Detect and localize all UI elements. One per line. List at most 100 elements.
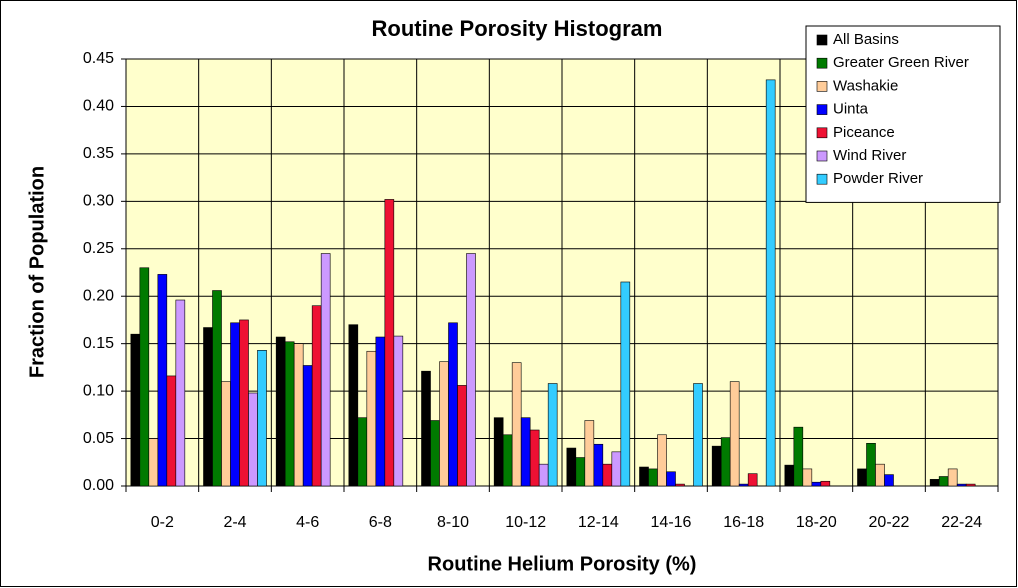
bar xyxy=(675,483,685,487)
bar xyxy=(857,468,867,487)
x-tick-label: 4-6 xyxy=(296,514,319,531)
y-tick-label: 0.25 xyxy=(83,240,114,257)
bar xyxy=(221,381,231,487)
bar xyxy=(357,417,368,487)
bar xyxy=(929,479,940,487)
legend-label: All Basins xyxy=(833,31,899,48)
legend-swatch xyxy=(816,173,828,185)
legend-label: Powder River xyxy=(833,170,923,187)
bar xyxy=(421,370,431,487)
bar xyxy=(648,468,658,487)
bar xyxy=(529,429,540,487)
legend-swatch xyxy=(816,57,828,69)
legend-label: Wind River xyxy=(833,147,906,164)
y-tick-label: 0.00 xyxy=(83,477,114,494)
plot-border xyxy=(125,58,999,487)
bar xyxy=(956,483,967,487)
bar xyxy=(947,468,958,487)
legend-label: Greater Green River xyxy=(833,54,969,71)
bar xyxy=(875,463,885,487)
bar xyxy=(366,350,377,487)
bar xyxy=(511,362,522,487)
y-tick-label: 0.35 xyxy=(83,145,114,162)
x-tick-label: 6-8 xyxy=(369,514,392,531)
bar xyxy=(239,319,249,487)
bar xyxy=(802,468,813,487)
bar xyxy=(611,451,622,487)
bar xyxy=(711,445,722,487)
x-tick-label: 22-24 xyxy=(941,514,982,531)
x-tick-label: 2-4 xyxy=(223,514,246,531)
y-tick-label: 0.20 xyxy=(83,287,114,304)
bar xyxy=(793,426,804,487)
bar xyxy=(248,392,258,487)
bar xyxy=(212,290,222,487)
bar xyxy=(448,322,458,487)
legend-label: Washakie xyxy=(833,77,898,94)
bar xyxy=(320,253,331,487)
bar xyxy=(538,463,549,487)
bar xyxy=(302,365,313,487)
bar xyxy=(457,385,467,487)
bar xyxy=(311,305,322,487)
bar xyxy=(784,464,795,487)
bar xyxy=(348,324,359,487)
bar xyxy=(693,383,703,487)
y-tick-label: 0.15 xyxy=(83,335,114,352)
bar xyxy=(729,381,740,487)
bar xyxy=(547,383,558,487)
x-tick-label: 8-10 xyxy=(437,514,469,531)
bar xyxy=(230,322,240,487)
legend-swatch xyxy=(816,127,828,139)
bar xyxy=(203,327,213,487)
bar xyxy=(866,442,876,487)
legend-swatch xyxy=(816,34,828,46)
bar xyxy=(275,336,286,487)
x-tick-label: 14-16 xyxy=(651,514,692,531)
y-axis-label: Fraction of Population xyxy=(26,166,48,378)
y-tick-label: 0.05 xyxy=(83,430,114,447)
bar xyxy=(139,267,150,487)
y-tick-label: 0.10 xyxy=(83,382,114,399)
bar xyxy=(430,420,440,487)
bar xyxy=(502,434,513,487)
bar xyxy=(820,480,831,487)
x-tick-label: 18-20 xyxy=(796,514,837,531)
bar xyxy=(375,336,386,487)
bar xyxy=(884,474,894,487)
bar xyxy=(439,361,449,487)
x-axis-label: Routine Helium Porosity (%) xyxy=(428,553,697,575)
x-tick-label: 16-18 xyxy=(723,514,764,531)
legend-swatch xyxy=(816,150,828,162)
bar xyxy=(575,457,586,487)
bar xyxy=(466,253,476,487)
legend-label: Piceance xyxy=(833,124,895,141)
bar xyxy=(493,417,504,487)
bar xyxy=(175,299,186,487)
y-tick-label: 0.40 xyxy=(83,98,114,115)
legend-swatch xyxy=(816,81,828,92)
bar xyxy=(639,466,649,487)
bar xyxy=(765,79,776,487)
bar xyxy=(620,281,631,487)
legend-box xyxy=(805,25,1001,203)
bar xyxy=(293,343,304,487)
bar xyxy=(657,434,667,487)
bar xyxy=(520,417,531,487)
bar xyxy=(593,443,604,487)
bar xyxy=(257,350,267,487)
bar xyxy=(938,476,949,487)
bar xyxy=(148,438,159,487)
bar xyxy=(584,420,595,487)
bar xyxy=(738,483,749,487)
bar xyxy=(720,437,731,487)
bar xyxy=(965,483,976,487)
bar xyxy=(566,447,577,487)
chart-title: Routine Porosity Histogram xyxy=(372,16,663,41)
bar xyxy=(284,341,295,487)
bar xyxy=(166,375,177,487)
bar xyxy=(747,473,758,487)
bar xyxy=(157,274,168,487)
legend-label: Uinta xyxy=(833,101,869,118)
